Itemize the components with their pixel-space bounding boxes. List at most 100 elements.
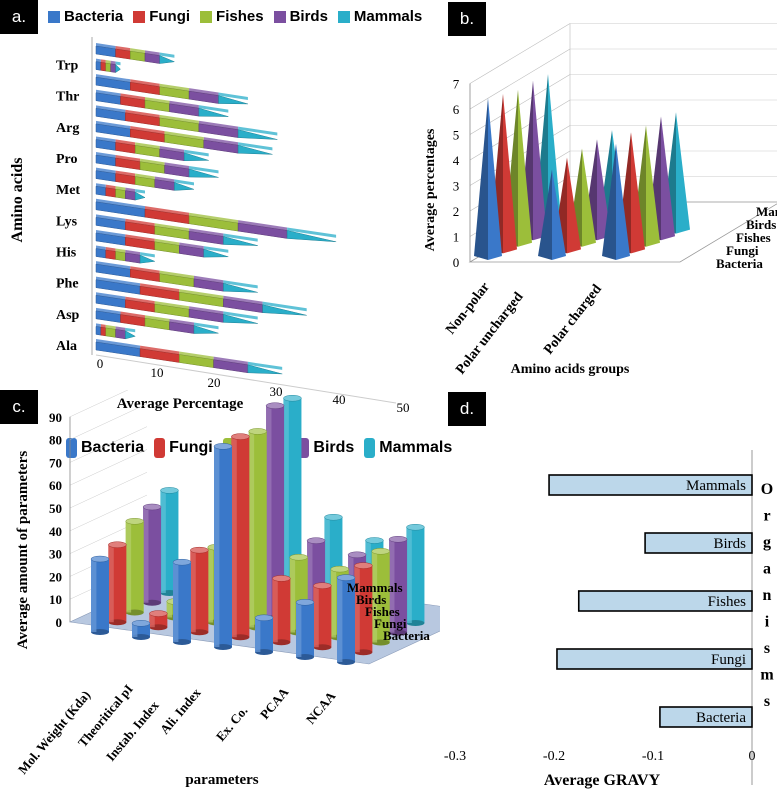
cat-b-polar-charged: Polar charged	[541, 282, 605, 358]
cyl-c-pcaa-fishes-hl	[330, 569, 337, 638]
bar-a-gln-fishes-top	[135, 142, 160, 150]
bar-a-val-mammals	[218, 95, 248, 105]
cyl-c-ncaa-birds-hl	[389, 539, 395, 633]
cyl-c-ex-co-mammals-hl	[324, 517, 330, 613]
bar-a-ser-mammals	[237, 129, 278, 140]
gravy-bar-fishes	[577, 590, 753, 612]
gravy-label-birds: Birds	[713, 536, 746, 552]
ylabel-d-char-5: i	[765, 614, 770, 631]
bar-a-thr-mammals-top	[198, 105, 229, 113]
ylabel-d-char-4: n	[763, 587, 772, 604]
cyl-c-ncaa-mammals-hl	[406, 527, 412, 623]
gravy-label-fungi: Fungi	[711, 652, 746, 668]
cyl-c-ali-index-mammals	[283, 394, 302, 402]
gravy-label-bacteria: Bacteria	[696, 710, 746, 726]
ylabel-d-char-0: O	[761, 481, 773, 498]
cyl-c-mol-weight-kda-fungi-hl	[108, 544, 114, 623]
tick-c-40: 40	[49, 524, 62, 539]
bar-a-ala-bacteria-top	[96, 339, 141, 349]
panel-a-tag: a.	[0, 0, 38, 34]
panel-c-tag: c.	[0, 390, 38, 424]
legend-item-fishes: Fishes	[200, 8, 264, 25]
bar-a-tyr-mammals-top	[159, 52, 175, 58]
cyl-c-instab-index-bacteria-hl	[173, 562, 179, 642]
bar-a-lys-fungi-top	[125, 218, 155, 227]
tick-c-90: 90	[49, 410, 62, 425]
bar-a-lys-birds-top	[189, 228, 224, 237]
bar-a-phe-bacteria-top	[96, 276, 141, 287]
cyl-c-pcaa-fungi-hl	[313, 585, 319, 648]
cone-b-polar-charged-fishes	[646, 125, 660, 247]
bar-a-asp-fungi-top	[120, 311, 145, 319]
cat-c-ex-co: Ex. Co.	[213, 703, 251, 744]
cyl-c-ex-co-birds-hl	[307, 540, 313, 623]
legend-swatch-mammals	[337, 10, 350, 23]
tick-a-50: 50	[397, 400, 410, 415]
legend-item-fungi: Fungi	[154, 438, 213, 458]
cyl-c-ncaa-birds	[388, 536, 408, 543]
bar-a-thr-fungi-top	[120, 93, 145, 101]
bar-a-pro-bacteria-top	[96, 152, 116, 158]
tick-a-30: 30	[270, 384, 283, 399]
bar-a-ile-birds-top	[179, 242, 204, 250]
tick-b-3: 3	[453, 179, 460, 194]
bar-a-phe-fungi-top	[140, 283, 180, 293]
gravy-bar-bacteria	[659, 706, 753, 728]
bar-a-asn-birds-top	[154, 176, 175, 183]
bar-a-ala-fishes-top	[179, 351, 214, 360]
ylabel-c: Average amount of parameters	[15, 451, 31, 650]
bar-a-asp-mammals-top	[194, 322, 219, 330]
ylabel-b: Average percentages	[423, 128, 438, 251]
depth-c-bacteria: Bacteria	[383, 628, 430, 643]
tick-c-0: 0	[56, 615, 63, 630]
bar-a-met-mammals	[134, 191, 146, 201]
cone-b-polar-charged-bacteria-shade	[602, 143, 616, 260]
grid-b-side-7	[469, 23, 571, 84]
bar-a-cys-mammals-top	[125, 327, 136, 333]
cyl-c-theoritical-pi-fungi-hl	[149, 613, 155, 628]
bar-a-trp-bacteria	[95, 61, 102, 71]
gravy-bar-birds	[644, 532, 753, 554]
cyl-c-mol-weight-kda-bacteria	[90, 555, 110, 563]
bar-a-asn-fungi-top	[115, 170, 136, 177]
cyl-c-ex-co-fishes-hl	[289, 557, 296, 633]
bar-a-met-mammals-top	[135, 189, 145, 194]
chart-b: 01234567BacteriaFungiFishesBirdsMammalsN…	[443, 23, 777, 377]
grid-c-60	[69, 449, 148, 486]
tick-a-20: 20	[208, 375, 221, 390]
cyl-c-theoritical-pi-bacteria	[131, 620, 151, 627]
bar-a-tyr-mammals	[159, 55, 176, 64]
depth-b-fishes: Fishes	[736, 230, 771, 245]
ylabel-d-char-2: g	[763, 534, 771, 551]
bar-a-met-birds	[125, 190, 136, 201]
bar-a-gln-bacteria-top	[96, 136, 116, 143]
bar-a-gly-fungi-top	[130, 266, 160, 274]
bar-a-cys-bacteria-top	[96, 323, 101, 328]
cyl-c-ali-index-bacteria	[213, 443, 233, 450]
depth-b-fungi: Fungi	[726, 243, 759, 258]
tick-b-4: 4	[453, 153, 460, 168]
legend-item-birds: Birds	[273, 8, 328, 25]
cyl-c-ali-index-birds-hl	[266, 405, 272, 618]
cyl-c-ncaa-mammals	[406, 523, 425, 531]
legend-swatch-bacteria	[66, 438, 77, 458]
legend-swatch-mammals	[364, 438, 376, 458]
bar-a-gln-mammals-top	[184, 149, 209, 157]
legend-swatch-birds	[298, 438, 310, 458]
tick-b-1: 1	[453, 230, 460, 245]
axis-a-floor	[95, 354, 397, 404]
bar-a-gln-fungi-top	[115, 139, 136, 146]
bar-a-tyr-birds-top	[145, 50, 160, 56]
bar-a-tyr-fishes-top	[130, 48, 145, 54]
bar-a-ser-fungi-top	[125, 109, 160, 118]
ylabel-d-char-6: s	[764, 640, 770, 657]
xlabel-c: parameters	[185, 772, 258, 788]
cyl-c-mol-weight-kda-mammals-hl	[160, 490, 166, 593]
cyl-c-ncaa-bacteria-hl	[337, 577, 343, 662]
legend-label-fungi: Fungi	[149, 8, 191, 25]
legend-swatch-fungi	[133, 10, 146, 23]
cyl-c-mol-weight-kda-bacteria-hl	[91, 559, 97, 632]
bar-a-met-bacteria	[95, 185, 107, 196]
tick-c-80: 80	[49, 433, 62, 448]
bar-a-val-birds-top	[189, 88, 219, 96]
